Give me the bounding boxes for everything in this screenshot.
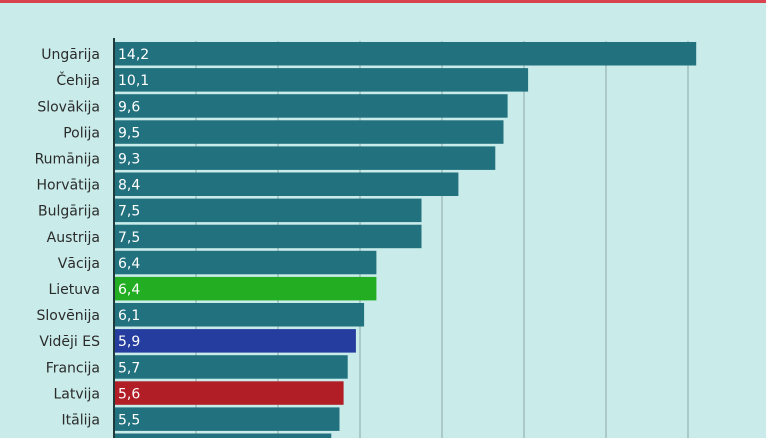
value-label: 6,4 [118,256,140,272]
category-label: Polija [63,125,100,141]
value-label: 5,6 [118,386,140,402]
category-label: Čehija [56,71,100,89]
bar [114,250,377,275]
value-label: 9,5 [118,125,140,141]
bar [114,303,365,327]
value-label: 6,4 [118,282,140,298]
category-label: Austrija [47,230,100,246]
value-label: 5,9 [118,334,140,350]
category-label: Ungārija [41,47,100,63]
bar [114,198,422,223]
category-label: Slovēnija [37,308,100,324]
value-label: 9,6 [118,99,140,115]
bar [114,120,504,144]
value-label: 6,1 [118,308,140,324]
category-label: Rumānija [35,151,100,167]
top-accent-bar [0,0,766,3]
value-label: 10,1 [118,73,149,89]
category-label: Francija [46,360,100,376]
value-label: 7,5 [118,204,140,220]
category-label: Lietuva [48,282,100,298]
bar [114,276,377,301]
category-label: Latvija [53,386,100,402]
value-label: 5,5 [118,412,140,428]
category-label: Bulgārija [38,204,100,220]
bar [114,329,356,353]
category-label: Horvātija [36,178,100,194]
bar [114,94,508,118]
value-label: 5,7 [118,360,140,376]
category-label: Slovākija [37,99,100,115]
bar [114,224,422,249]
bar [114,68,529,92]
bar [114,381,344,405]
bar [114,355,348,379]
value-label: 8,4 [118,178,140,194]
value-label: 7,5 [118,230,140,246]
category-label: Vācija [58,256,100,272]
bar [114,146,496,170]
bar [114,433,332,438]
value-label: 9,3 [118,151,140,167]
bar [114,407,340,431]
value-label: 14,2 [118,47,149,63]
bar [114,42,697,66]
category-label: Vidēji ES [39,334,100,350]
category-label: Itālija [62,412,100,428]
bar [114,172,459,196]
